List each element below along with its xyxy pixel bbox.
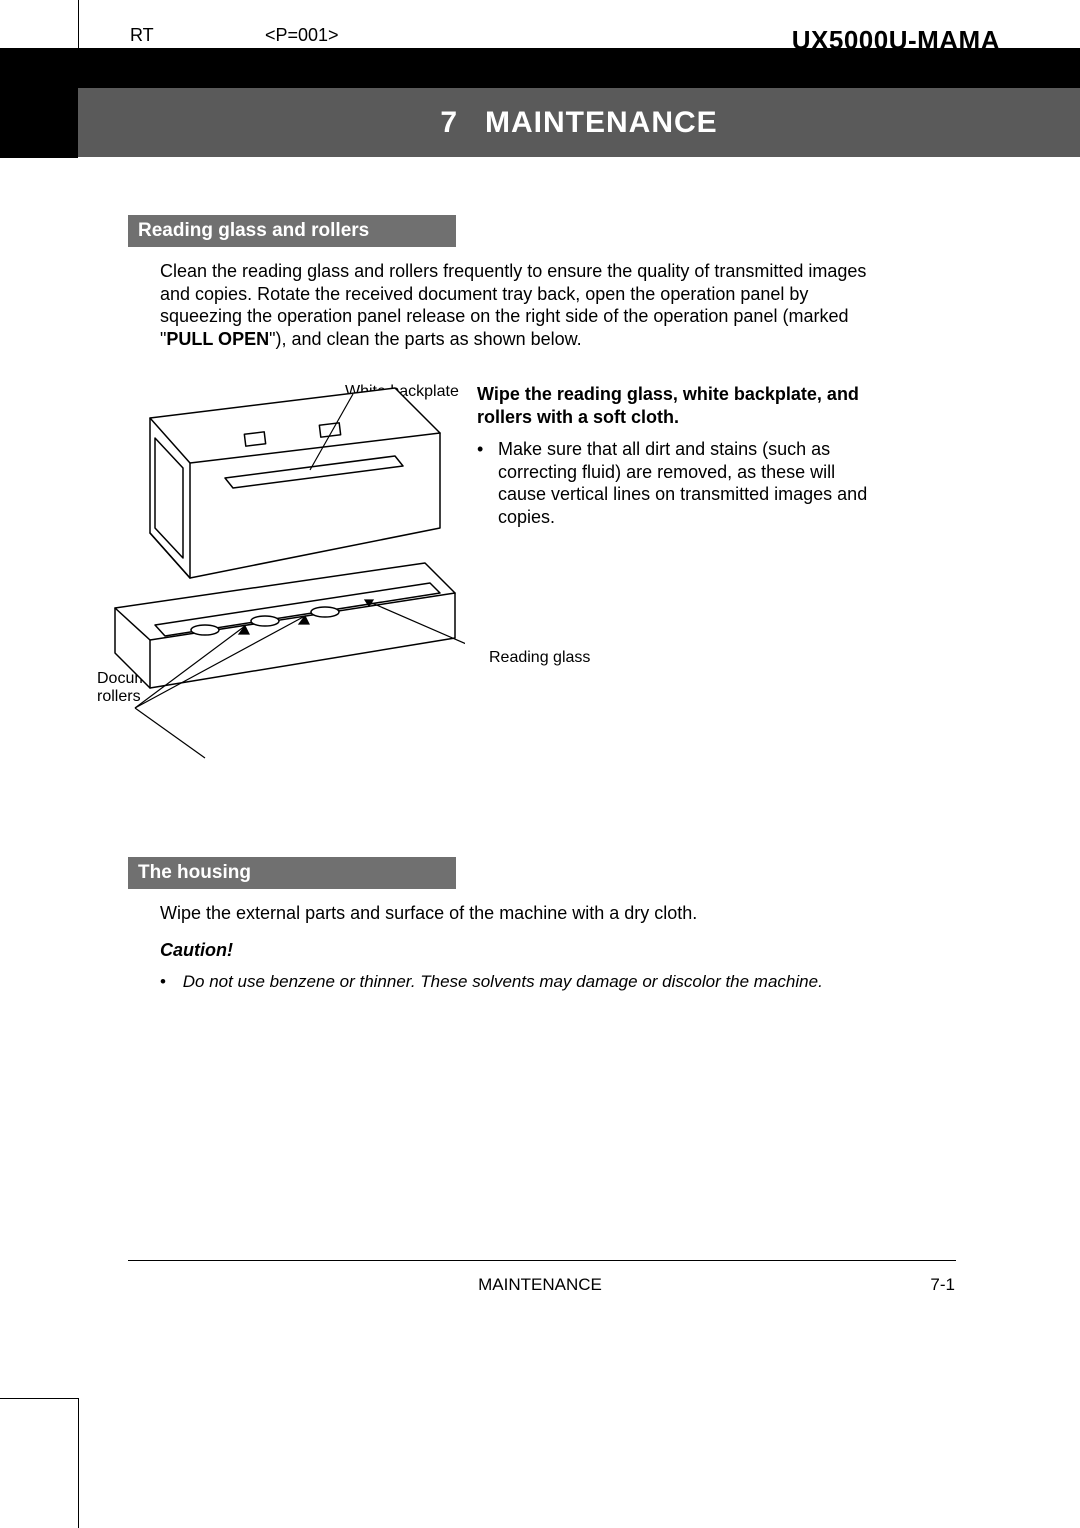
caution-bullet: • Do not use benzene or thinner. These s… (160, 972, 880, 992)
bullet-dot: • (160, 972, 178, 992)
footer-rule (128, 1260, 956, 1261)
instruction-bold: Wipe the reading glass, white backplate,… (477, 383, 882, 428)
para-bold: PULL OPEN (166, 329, 269, 349)
figure-label-reading-glass: Reading glass (489, 649, 590, 667)
printer-diagram (95, 378, 465, 748)
para-text: "), and clean the parts as shown below. (269, 329, 582, 349)
chapter-title-bar: 7 MAINTENANCE (78, 88, 1080, 157)
section2-paragraph: Wipe the external parts and surface of t… (160, 902, 880, 925)
section-title: The housing (138, 862, 251, 884)
instruction-bullet: • Make sure that all dirt and stains (su… (477, 438, 882, 528)
section1-paragraph: Clean the reading glass and rollers freq… (160, 260, 880, 350)
bullet-text: Make sure that all dirt and stains (such… (498, 438, 878, 528)
section-title: Reading glass and rollers (138, 220, 369, 242)
section-bar-housing: The housing (128, 857, 456, 889)
crop-mark (0, 1398, 78, 1399)
manual-page: RT <P=001> UX5000U-MAMA 7 MAINTENANCE Re… (0, 0, 1080, 1528)
figure-instructions: Wipe the reading glass, white backplate,… (477, 383, 882, 528)
crop-mark (78, 1398, 79, 1528)
footer-page-number: 7-1 (930, 1275, 955, 1295)
footer-center: MAINTENANCE (0, 1275, 1080, 1295)
crop-mark (78, 0, 79, 48)
caution-label: Caution! (160, 940, 233, 961)
meta-rt: RT (130, 25, 154, 46)
section-bar-reading-glass: Reading glass and rollers (128, 215, 456, 247)
bullet-dot: • (477, 438, 493, 461)
chapter-title: MAINTENANCE (485, 106, 718, 140)
caution-text: Do not use benzene or thinner. These sol… (183, 972, 873, 992)
crop-mark (0, 157, 78, 158)
meta-pcode: <P=001> (265, 25, 339, 46)
chapter-number: 7 (440, 106, 457, 140)
